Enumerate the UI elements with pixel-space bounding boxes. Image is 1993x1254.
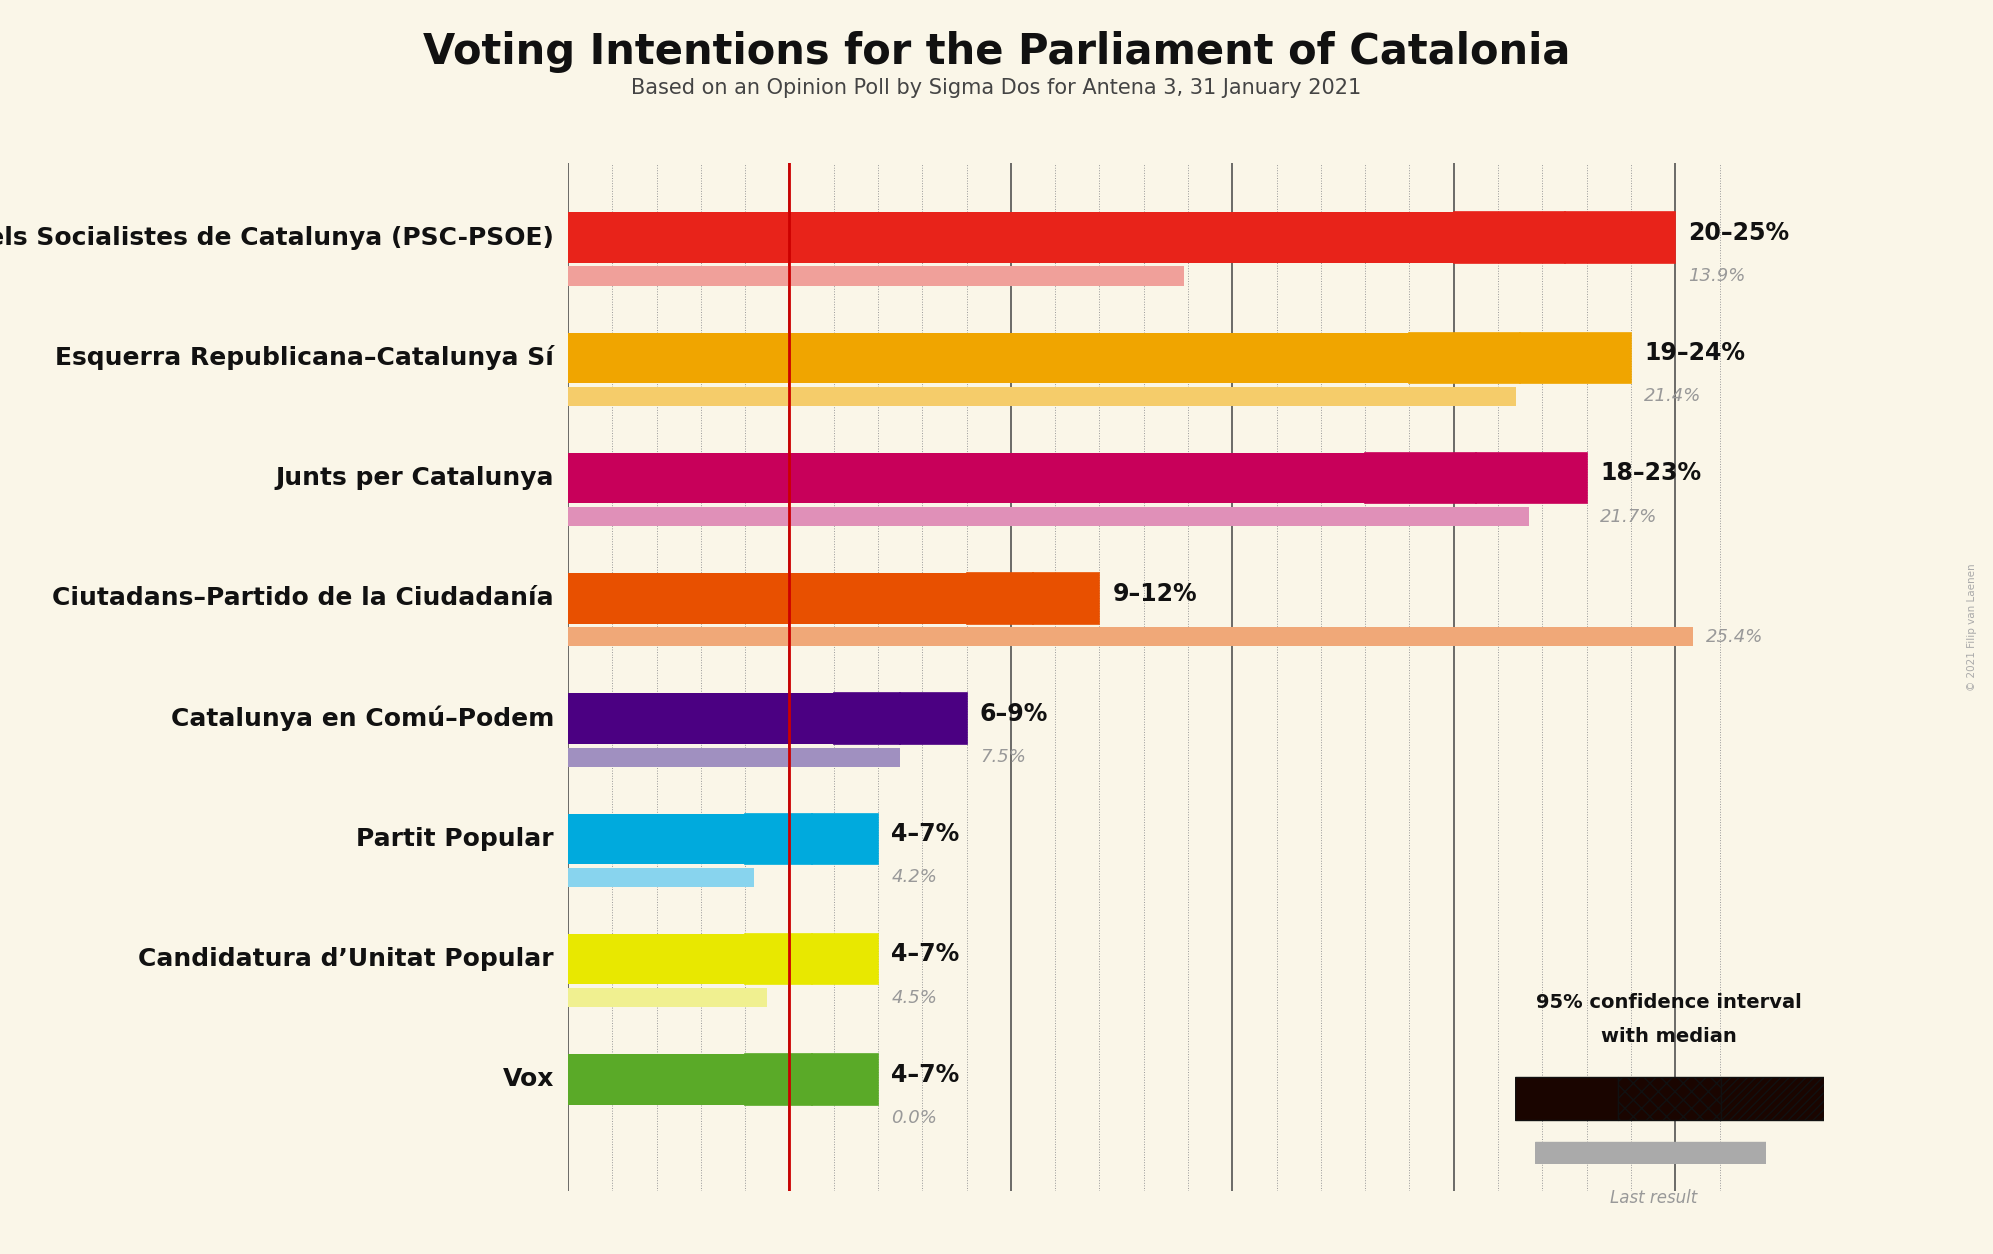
- Bar: [568, 1055, 745, 1105]
- Text: 4–7%: 4–7%: [891, 1062, 959, 1087]
- Text: 13.9%: 13.9%: [1688, 267, 1746, 285]
- Bar: [568, 814, 745, 864]
- Text: 21.7%: 21.7%: [1600, 508, 1658, 525]
- Text: © 2021 Filip van Laenen: © 2021 Filip van Laenen: [1967, 563, 1977, 691]
- Bar: [811, 1055, 879, 1105]
- Bar: [745, 1055, 811, 1105]
- Bar: [568, 266, 1184, 286]
- Text: 6–9%: 6–9%: [981, 702, 1048, 726]
- Text: 18–23%: 18–23%: [1600, 461, 1702, 485]
- Bar: [568, 453, 1365, 503]
- Text: Candidatura d’Unitat Popular: Candidatura d’Unitat Popular: [138, 947, 554, 971]
- Text: 20–25%: 20–25%: [1688, 221, 1790, 245]
- Text: Ciutadans–Partido de la Ciudadanía: Ciutadans–Partido de la Ciudadanía: [52, 587, 554, 611]
- Text: 19–24%: 19–24%: [1644, 341, 1746, 365]
- Text: with median: with median: [1600, 1027, 1738, 1046]
- Bar: [1032, 573, 1100, 623]
- Text: 4–7%: 4–7%: [891, 823, 959, 846]
- Text: Vox: Vox: [502, 1067, 554, 1091]
- Bar: [1565, 212, 1676, 263]
- Text: 95% confidence interval: 95% confidence interval: [1537, 993, 1802, 1012]
- Bar: [1521, 332, 1630, 384]
- Bar: [568, 332, 1409, 384]
- Bar: [811, 814, 879, 864]
- Bar: [1365, 453, 1477, 503]
- Bar: [745, 814, 811, 864]
- Text: Voting Intentions for the Parliament of Catalonia: Voting Intentions for the Parliament of …: [423, 31, 1570, 73]
- Bar: [1720, 1077, 1824, 1120]
- Bar: [568, 988, 767, 1007]
- Text: Last result: Last result: [1610, 1189, 1698, 1206]
- Bar: [745, 934, 811, 984]
- Text: Partit Popular: Partit Popular: [357, 826, 554, 851]
- Bar: [568, 747, 901, 766]
- Bar: [1409, 332, 1521, 384]
- Bar: [967, 573, 1032, 623]
- Text: 9–12%: 9–12%: [1112, 582, 1198, 606]
- Bar: [833, 693, 901, 744]
- Text: 7.5%: 7.5%: [981, 749, 1026, 766]
- Bar: [901, 693, 967, 744]
- Bar: [568, 573, 967, 623]
- Text: 4–7%: 4–7%: [891, 942, 959, 967]
- Text: 4.5%: 4.5%: [891, 988, 937, 1007]
- Text: 25.4%: 25.4%: [1706, 628, 1764, 646]
- Text: 0.0%: 0.0%: [891, 1109, 937, 1127]
- Bar: [568, 386, 1517, 406]
- Text: Based on an Opinion Poll by Sigma Dos for Antena 3, 31 January 2021: Based on an Opinion Poll by Sigma Dos fo…: [632, 78, 1361, 98]
- Text: Junts per Catalunya: Junts per Catalunya: [275, 466, 554, 490]
- Bar: [1618, 1077, 1720, 1120]
- Text: Catalunya en Comú–Podem: Catalunya en Comú–Podem: [171, 706, 554, 731]
- Text: 21.4%: 21.4%: [1644, 387, 1702, 405]
- Bar: [1477, 453, 1586, 503]
- Bar: [568, 868, 753, 887]
- Bar: [568, 627, 1692, 647]
- Bar: [568, 212, 1453, 263]
- Text: Partit dels Socialistes de Catalunya (PSC-PSOE): Partit dels Socialistes de Catalunya (PS…: [0, 226, 554, 250]
- Bar: [811, 934, 879, 984]
- Bar: [1453, 212, 1565, 263]
- Bar: [568, 693, 833, 744]
- Text: 4.2%: 4.2%: [891, 869, 937, 887]
- Bar: [568, 934, 745, 984]
- Bar: [1515, 1077, 1618, 1120]
- Bar: [568, 507, 1529, 527]
- Text: Esquerra Republicana–Catalunya Sí: Esquerra Republicana–Catalunya Sí: [56, 345, 554, 370]
